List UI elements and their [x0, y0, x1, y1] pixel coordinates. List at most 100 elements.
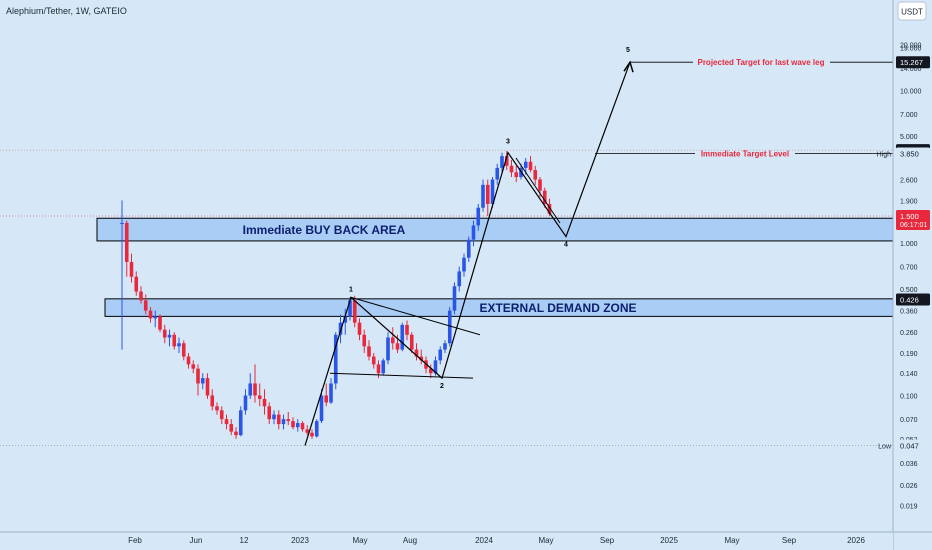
demand-zone-tag-text: 0.426 [900, 295, 919, 304]
x-tick-label: May [352, 536, 367, 545]
x-tick-label: 2024 [475, 536, 493, 545]
candle-body [509, 165, 514, 173]
candle-body [357, 322, 362, 335]
candle-body [495, 167, 500, 180]
candle-body [333, 334, 338, 384]
x-tick-label: May [724, 536, 739, 545]
candle-body [419, 356, 424, 361]
current-price-tag-text: 1.500 [900, 212, 919, 221]
candle-body [205, 378, 210, 396]
y-tick-label: 0.190 [900, 351, 918, 358]
projected-target-tag-bg [896, 56, 930, 69]
candle-body [485, 184, 490, 204]
y-tick-label: 14.000 [900, 66, 922, 73]
candle-body [120, 222, 124, 224]
y-tick-label: 0.700 [900, 265, 918, 272]
candle-body [348, 300, 352, 317]
candle-body [162, 329, 167, 338]
x-tick-label: Jun [190, 536, 203, 545]
candle-body [291, 421, 295, 428]
candle-body [295, 423, 300, 428]
candle-body [300, 423, 305, 430]
candle-body [367, 346, 371, 357]
candle-body [371, 356, 376, 365]
candle-body [533, 170, 538, 180]
candle-body [314, 421, 319, 437]
y-tick-label: 1.900 [900, 198, 918, 205]
candle-body [196, 368, 200, 384]
currency-button[interactable]: USDT [897, 1, 927, 21]
candle-body [542, 190, 547, 204]
y-tick-label: 0.026 [900, 483, 918, 490]
candle-body [438, 349, 443, 361]
candle-body [177, 343, 181, 347]
demand-zone-rect [96, 217, 894, 242]
candle-body [338, 322, 343, 335]
low-price-tag-bg [896, 439, 930, 452]
y-tick-label: 20.000 [900, 42, 922, 49]
y-tick-label: 2.600 [900, 178, 918, 185]
candle-body [238, 410, 243, 436]
candle-body [362, 334, 367, 347]
wedge-lower-line [329, 372, 474, 379]
zone-label: EXTERNAL DEMAND ZONE [479, 301, 636, 315]
candle-body [414, 349, 419, 357]
candle-body [538, 179, 542, 191]
x-tick-label: Sep [782, 536, 797, 545]
wedge-upper-line [350, 296, 481, 336]
candle-body [319, 395, 324, 422]
candle-body [466, 239, 471, 258]
candle-body [262, 398, 267, 407]
candle-body [181, 343, 186, 357]
candle-body [443, 343, 447, 350]
candle-body [547, 203, 552, 214]
candle-body [433, 360, 438, 374]
candle-body [310, 432, 314, 437]
wave-label: 2 [440, 383, 444, 390]
candle-body [248, 383, 253, 396]
candle-body [409, 334, 414, 350]
immediate-target-label: Immediate Target Level [701, 150, 789, 159]
candle-body [395, 343, 400, 350]
elliott-wave-path [304, 61, 631, 446]
candle-body [257, 395, 262, 399]
candle-body [219, 410, 224, 420]
y-tick-label: 0.070 [900, 417, 918, 424]
candle-body [158, 316, 162, 330]
x-axis-labels: Feb Jun 12 2023 May Aug 2024 May Sep 2025 May Sep 20… [128, 536, 865, 545]
high-side-label: High [877, 152, 892, 159]
immediate-target-tag-text: 3.850 [900, 150, 919, 159]
candle-body [452, 286, 457, 311]
time-axis-panel[interactable] [0, 532, 893, 550]
candle-body [428, 368, 433, 374]
candle-body [500, 156, 504, 168]
y-tick-label: 0.019 [900, 504, 918, 511]
x-tick-label: 2025 [660, 536, 678, 545]
y-tick-label: 19.000 [900, 46, 922, 53]
wave-label: 4 [564, 242, 568, 249]
x-tick-label: May [538, 536, 553, 545]
candle-body [210, 395, 215, 407]
wave-label: 1 [349, 286, 353, 293]
x-tick-label: 2026 [847, 536, 865, 545]
candle-body [324, 395, 329, 403]
candle-body [523, 161, 528, 168]
y-tick-label: 0.036 [900, 461, 918, 468]
candle-body [286, 419, 291, 422]
candle-body [215, 406, 219, 411]
candle-body [471, 225, 476, 240]
candle-body [352, 300, 357, 323]
candle-body [490, 179, 495, 204]
y-tick-label: 0.100 [900, 394, 918, 401]
candle-body [272, 414, 276, 420]
zones-layer: Immediate BUY BACK AREA EXTERNAL DEMAND Z… [96, 217, 894, 317]
levels-layer: Projected Target for last wave leg Immedi… [0, 58, 893, 451]
currency-label: USDT [901, 8, 923, 17]
candle-body [143, 300, 148, 311]
candle-body [476, 207, 481, 226]
candle-body [528, 161, 533, 171]
wave-four-line [515, 157, 561, 224]
